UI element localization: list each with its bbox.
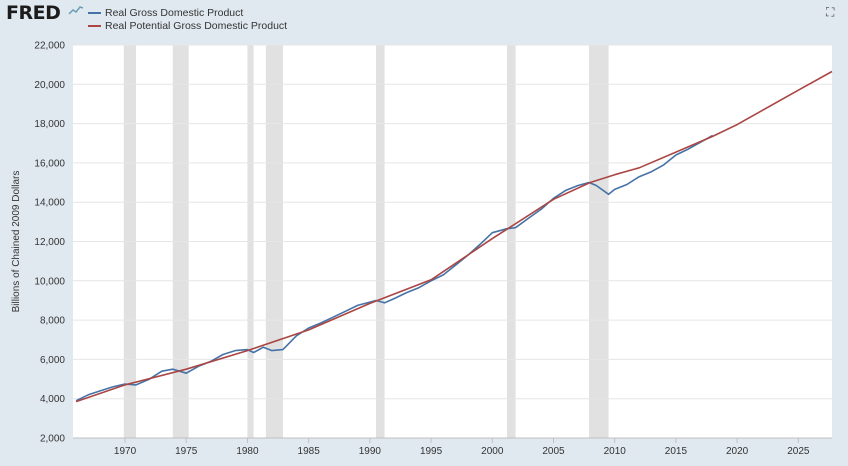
y-tick-label: 12,000 bbox=[34, 237, 65, 248]
fred-sparkline-icon bbox=[68, 6, 84, 15]
y-tick-label: 16,000 bbox=[34, 158, 65, 169]
y-tick-label: 2,000 bbox=[40, 434, 65, 445]
legend-item-potential-gdp[interactable]: Real Potential Gross Domestic Product bbox=[88, 19, 287, 32]
x-tick-label: 1970 bbox=[114, 446, 137, 457]
legend-label-gdp: Real Gross Domestic Product bbox=[105, 6, 244, 19]
x-tick-label: 2005 bbox=[542, 446, 565, 457]
legend-swatch-potential-gdp bbox=[88, 24, 101, 27]
x-tick-label: 1990 bbox=[359, 446, 382, 457]
y-axis-label: Billions of Chained 2009 Dollars bbox=[11, 171, 22, 313]
y-tick-label: 22,000 bbox=[34, 41, 65, 52]
y-tick-label: 10,000 bbox=[34, 276, 65, 287]
x-tick-label: 2025 bbox=[787, 446, 810, 457]
x-tick-label: 2010 bbox=[604, 446, 627, 457]
legend-item-gdp[interactable]: Real Gross Domestic Product bbox=[88, 6, 243, 19]
expand-icon[interactable]: ⛶ bbox=[826, 5, 835, 19]
legend-label-potential-gdp: Real Potential Gross Domestic Product bbox=[105, 19, 288, 32]
y-tick-label: 20,000 bbox=[34, 80, 65, 91]
x-tick-label: 2000 bbox=[481, 446, 504, 457]
x-tick-label: 1975 bbox=[175, 446, 198, 457]
x-tick-label: 2015 bbox=[665, 446, 688, 457]
x-tick-label: 1995 bbox=[420, 446, 443, 457]
y-tick-label: 8,000 bbox=[40, 316, 65, 327]
x-tick-label: 1980 bbox=[236, 446, 259, 457]
y-tick-label: 6,000 bbox=[40, 355, 65, 366]
series-line-gdp bbox=[75, 134, 713, 402]
x-tick-label: 1985 bbox=[298, 446, 321, 457]
x-tick-label: 2020 bbox=[726, 446, 749, 457]
y-tick-label: 4,000 bbox=[40, 394, 65, 405]
y-tick-label: 14,000 bbox=[34, 198, 65, 209]
y-tick-label: 18,000 bbox=[34, 119, 65, 130]
series-line-potential-gdp bbox=[75, 70, 833, 403]
legend-swatch-gdp bbox=[88, 11, 101, 14]
fred-logo[interactable]: FRED bbox=[6, 2, 61, 24]
